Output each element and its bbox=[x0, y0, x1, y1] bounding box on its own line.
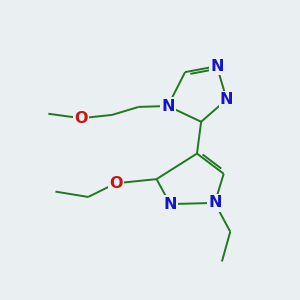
Text: N: N bbox=[220, 92, 233, 107]
Text: O: O bbox=[109, 176, 123, 191]
Text: N: N bbox=[164, 196, 177, 211]
Text: N: N bbox=[210, 59, 224, 74]
Text: O: O bbox=[74, 111, 88, 126]
Text: N: N bbox=[208, 195, 221, 210]
Text: N: N bbox=[161, 98, 175, 113]
